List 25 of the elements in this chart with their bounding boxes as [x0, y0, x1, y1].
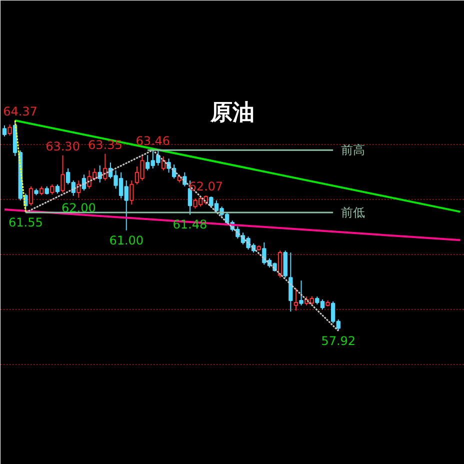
candlestick	[55, 184, 60, 194]
series-label: 前高	[341, 143, 366, 158]
annotation: 63.35	[88, 138, 122, 152]
candlestick	[2, 124, 7, 137]
candlestick	[8, 124, 12, 136]
candlestick	[130, 180, 134, 206]
candlestick	[294, 288, 298, 312]
series-label: 前低	[341, 205, 366, 220]
candlestick	[299, 280, 304, 306]
candlestick	[50, 184, 54, 196]
candlestick	[103, 153, 108, 181]
text: 原油	[210, 100, 254, 126]
annotation: 62.00	[61, 200, 96, 215]
annotation: 63.30	[46, 139, 80, 154]
candlestick	[288, 252, 293, 312]
annotation: 61.55	[8, 215, 43, 230]
candlestick	[60, 154, 65, 194]
annotation: 64.37	[3, 104, 38, 118]
annotation: 63.46	[136, 134, 170, 148]
candlestick	[283, 250, 288, 278]
candlestick	[76, 180, 81, 198]
candlestick	[28, 186, 34, 206]
annotation: 61.00	[109, 233, 144, 248]
annotation: 57.92	[321, 334, 356, 348]
candlestick	[278, 250, 282, 278]
